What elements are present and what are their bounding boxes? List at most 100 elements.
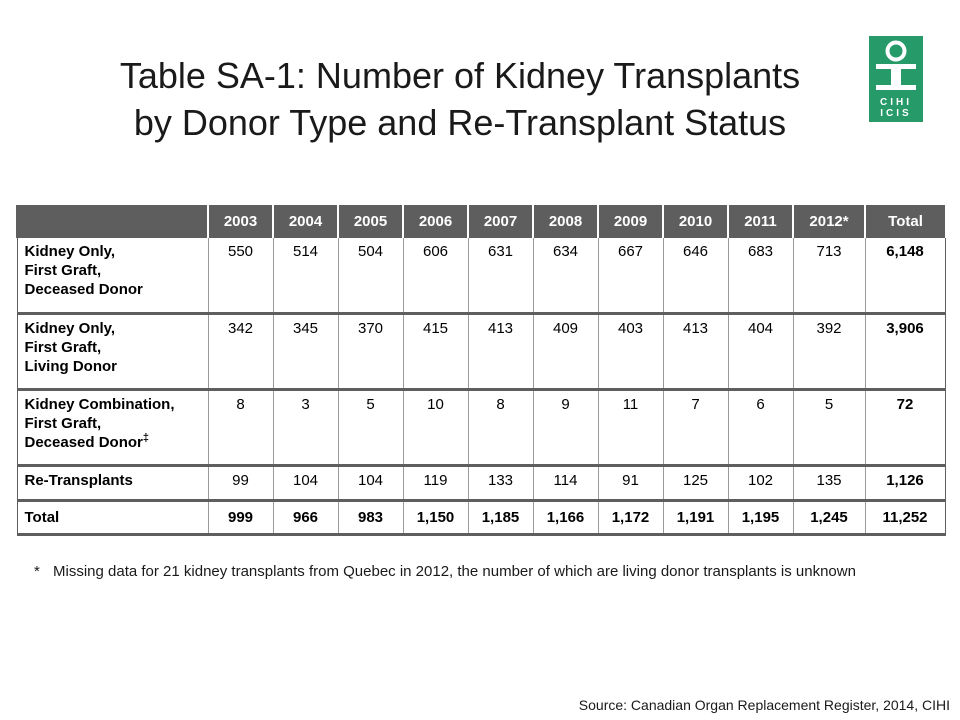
- table-cell: 1,166: [532, 500, 598, 536]
- row-label: Total: [16, 500, 208, 536]
- title-line-1: Table SA-1: Number of Kidney Transplants: [119, 55, 801, 96]
- row-label-line: Deceased Donor: [24, 281, 143, 298]
- table-cell: 135: [792, 465, 865, 502]
- table-cell: 91: [597, 465, 663, 502]
- row-total-cell: 6,148: [864, 238, 946, 315]
- table-cell: 8: [207, 389, 273, 467]
- table-cell: 646: [662, 238, 728, 315]
- row-label-line: First Graft,: [24, 414, 102, 432]
- table-cell: 999: [207, 500, 273, 536]
- table-cell: 119: [402, 465, 468, 502]
- row-label-line: First Graft,: [24, 262, 102, 279]
- table-cell: 104: [337, 465, 403, 502]
- column-header: 2012*: [792, 205, 865, 238]
- table-cell: 413: [467, 313, 533, 391]
- row-label-line: Deceased Donor‡: [24, 431, 150, 451]
- table-cell: 683: [727, 238, 793, 315]
- cihi-logo-icon: [876, 40, 916, 90]
- footnote-text: Missing data for 21 kidney transplants f…: [53, 563, 856, 580]
- row-label-line: Kidney Only,: [24, 319, 116, 337]
- logo-wordmark-fr: ICIS: [880, 108, 912, 119]
- source-note: Source: Canadian Organ Replacement Regis…: [578, 697, 950, 713]
- column-header: 2005: [337, 205, 403, 238]
- table-cell: 5: [792, 389, 865, 467]
- table-cell: 104: [272, 465, 338, 502]
- table-cell: 3: [272, 389, 338, 467]
- row-total-cell: 1,126: [864, 465, 946, 502]
- table-cell: 1,195: [727, 500, 793, 536]
- table-cell: 6: [727, 389, 793, 467]
- table-cell: 1,245: [792, 500, 865, 536]
- row-label: Re-Transplants: [16, 465, 208, 502]
- table-cell: 102: [727, 465, 793, 502]
- cihi-logo: CIHI ICIS: [869, 36, 923, 122]
- table-cell: 11: [597, 389, 663, 467]
- table-cell: 345: [272, 313, 338, 391]
- slide-title: Table SA-1: Number of Kidney Transplants…: [40, 52, 880, 146]
- table-cell: 413: [662, 313, 728, 391]
- row-label-line: Re-Transplants: [24, 471, 133, 489]
- footnote: * Missing data for 21 kidney transplants…: [34, 562, 874, 582]
- table-cell: 504: [337, 238, 403, 315]
- table-row: Kidney Combination, First Graft, Deceased …: [16, 389, 946, 467]
- column-header: 2008: [532, 205, 598, 238]
- row-total-cell: 3,906: [864, 313, 946, 391]
- column-header: 2003: [207, 205, 273, 238]
- footnote-mark: *: [34, 563, 40, 580]
- grand-total-cell: 11,252: [864, 500, 946, 536]
- column-header: 2006: [402, 205, 468, 238]
- row-label: Kidney Only, First Graft, Deceased Donor: [16, 238, 208, 315]
- table-cell: 409: [532, 313, 598, 391]
- table-cell: 8: [467, 389, 533, 467]
- table-row: Kidney Only, First Graft, Living Donor 342 3…: [16, 313, 946, 391]
- row-total-cell: 72: [864, 389, 946, 467]
- table-row: Re-Transplants 99 104 104 119 133 114 91 125 102 1…: [16, 465, 946, 502]
- table-cell: 1,150: [402, 500, 468, 536]
- column-header: 2011: [727, 205, 793, 238]
- row-label-line: Living Donor: [24, 357, 118, 375]
- table-row: Kidney Only, First Graft, Deceased Donor 55…: [16, 238, 946, 315]
- table-cell: 983: [337, 500, 403, 536]
- table-cell: 7: [662, 389, 728, 467]
- table-cell: 1,185: [467, 500, 533, 536]
- table-cell: 9: [532, 389, 598, 467]
- column-header: Total: [864, 205, 945, 238]
- table-cell: 403: [597, 313, 663, 391]
- column-header: 2009: [597, 205, 663, 238]
- table-cell: 392: [792, 313, 865, 391]
- row-label-line: Kidney Only,: [24, 243, 116, 260]
- row-label: Kidney Only, First Graft, Living Donor: [16, 313, 208, 391]
- table-header-row: 2003 2004 2005 2006 2007 2008 2009 2010 2011 2012…: [16, 205, 945, 238]
- table-cell: 99: [207, 465, 273, 502]
- table-cell: 10: [402, 389, 468, 467]
- table-cell: 5: [337, 389, 403, 467]
- table-cell: 1,191: [662, 500, 728, 536]
- header-cell-blank: [16, 205, 208, 238]
- table-cell: 631: [467, 238, 533, 315]
- table-cell: 1,172: [597, 500, 663, 536]
- row-label-line: Kidney Combination,: [24, 395, 175, 413]
- row-label: Kidney Combination, First Graft, Deceased …: [16, 389, 208, 467]
- column-header: 2010: [662, 205, 728, 238]
- table-cell: 370: [337, 313, 403, 391]
- table-cell: 966: [272, 500, 338, 536]
- footnote-symbol: ‡: [142, 431, 149, 444]
- table-cell: 415: [402, 313, 468, 391]
- table-cell: 667: [597, 238, 663, 315]
- table-cell: 125: [662, 465, 728, 502]
- title-line-2: by Donor Type and Re-Transplant Status: [133, 102, 787, 143]
- table-cell: 634: [532, 238, 598, 315]
- table-cell: 713: [792, 238, 865, 315]
- logo-wordmark-en: CIHI: [880, 97, 912, 108]
- column-header: 2004: [272, 205, 338, 238]
- column-header: 2007: [467, 205, 533, 238]
- table-cell: 606: [402, 238, 468, 315]
- kidney-transplant-table: 2003 2004 2005 2006 2007 2008 2009 2010 2011 2012…: [16, 205, 946, 536]
- table-cell: 114: [532, 465, 598, 502]
- table-cell: 133: [467, 465, 533, 502]
- table-cell: 404: [727, 313, 793, 391]
- table-cell: 550: [207, 238, 273, 315]
- table-cell: 514: [272, 238, 338, 315]
- table-total-row: Total 999 966 983 1,150 1,185 1,166 1,172 1,191 1…: [16, 500, 946, 536]
- table-cell: 342: [207, 313, 273, 391]
